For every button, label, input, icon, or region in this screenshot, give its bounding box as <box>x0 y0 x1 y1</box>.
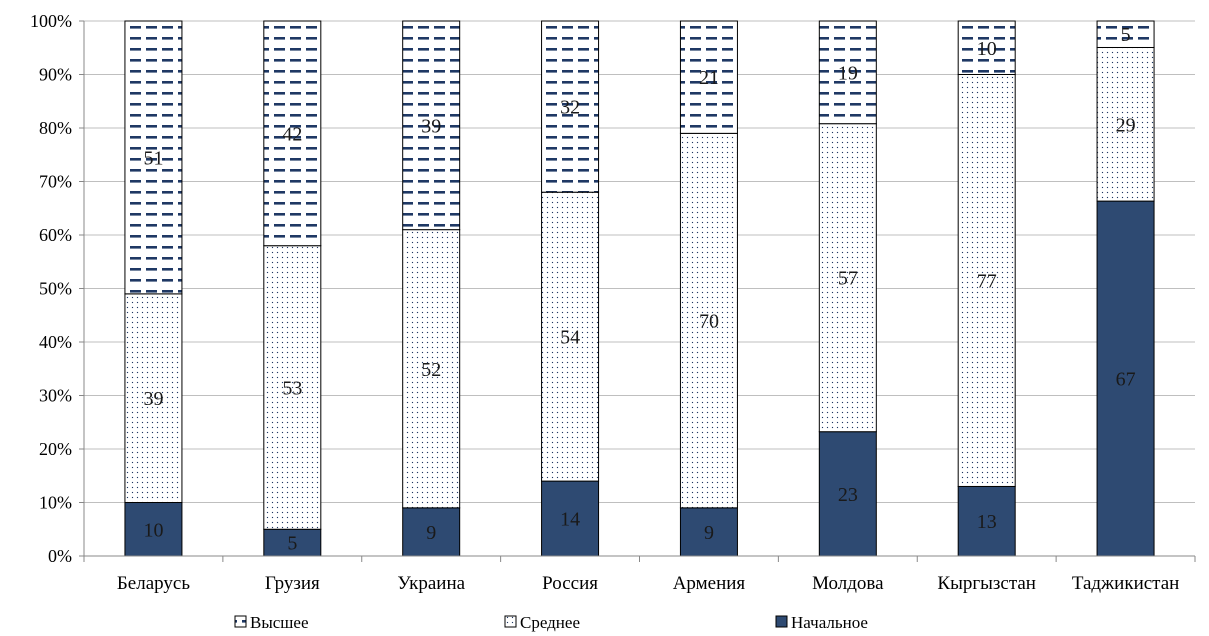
gridlines <box>84 20 1195 503</box>
x-tick-label: Россия <box>542 573 598 594</box>
data-label: 19 <box>838 62 858 84</box>
data-labels: 10 39 51 5 53 42 9 52 39 14 54 32 9 70 21 23 57 19 13 77 10 6… <box>143 24 1135 554</box>
x-tick-label: Беларусь <box>117 573 190 594</box>
data-label: 54 <box>560 327 580 349</box>
legend-item: Среднее <box>504 613 580 632</box>
data-label: 70 <box>699 311 719 333</box>
data-label: 23 <box>838 484 858 506</box>
legend-swatch <box>775 615 788 628</box>
legend-swatch <box>504 615 517 628</box>
y-tick-label: 20% <box>39 439 72 459</box>
legend-item: Начальное <box>775 613 868 632</box>
legend-swatch <box>234 615 247 628</box>
bar-segment-Высшее <box>124 20 183 295</box>
data-label: 52 <box>421 359 441 381</box>
bar-segment-Высшее <box>402 20 461 231</box>
bar-segment-Высшее <box>541 20 600 193</box>
bar-segment-Начальное <box>402 507 461 557</box>
data-label: 10 <box>143 519 163 541</box>
x-tick-label: Таджикистан <box>1072 573 1180 594</box>
bar-segment-Среднее <box>541 191 600 482</box>
legend-item: Высшее <box>234 613 309 632</box>
bar-segment-Среднее <box>1096 46 1155 202</box>
data-label: 39 <box>143 388 163 410</box>
x-axis-tick-labels: Беларусь Грузия Украина Россия Армения Молдов… <box>117 573 1179 594</box>
bar-segment-Высшее <box>957 20 1016 75</box>
bar-segment-Начальное <box>1096 200 1155 557</box>
data-label: 53 <box>282 377 302 399</box>
y-tick-label: 40% <box>39 332 72 352</box>
x-tick-label: Кыргызстан <box>937 573 1036 594</box>
data-label: 13 <box>977 511 997 533</box>
x-tick-label: Молдова <box>812 573 884 594</box>
data-label: 67 <box>1116 369 1136 391</box>
y-tick-label: 0% <box>48 546 72 566</box>
y-tick-label: 30% <box>39 386 72 406</box>
data-label: 77 <box>977 270 997 292</box>
data-label: 14 <box>560 509 580 531</box>
bar-segment-Среднее <box>957 74 1016 487</box>
data-label: 42 <box>282 123 302 145</box>
bar-segment-Высшее <box>263 20 322 247</box>
bar-segment-Начальное <box>679 507 738 557</box>
bar-segment-Начальное <box>818 431 877 557</box>
y-axis-tick-labels: 0% 10% 20% 30% 40% 50% 60% 70% 80% 90% 100% <box>30 11 72 566</box>
data-label: 29 <box>1116 114 1136 136</box>
legend-label: Высшее <box>250 613 309 632</box>
x-tick-label: Армения <box>673 573 746 594</box>
bar-segment-Начальное <box>263 528 322 557</box>
data-label: 5 <box>1121 24 1131 46</box>
y-tick-label: 70% <box>39 172 72 192</box>
bar-segment-Высшее <box>1096 20 1155 48</box>
x-tick-label: Грузия <box>265 573 320 594</box>
bar-segment-Среднее <box>263 245 322 530</box>
axes <box>79 20 1196 562</box>
data-label: 57 <box>838 268 858 290</box>
y-tick-label: 100% <box>30 11 72 31</box>
bars <box>124 20 1155 557</box>
y-tick-label: 50% <box>39 279 72 299</box>
y-tick-label: 60% <box>39 225 72 245</box>
bar-segment-Высшее <box>679 20 738 134</box>
bar-segment-Начальное <box>541 480 600 557</box>
bar-segment-Среднее <box>818 123 877 433</box>
data-label: 5 <box>287 533 297 555</box>
y-tick-label: 10% <box>39 493 72 513</box>
bar-segment-Среднее <box>124 293 183 503</box>
legend-label: Начальное <box>791 613 868 632</box>
legend: Высшее Среднее Начальное <box>234 613 868 632</box>
data-label: 21 <box>699 67 719 89</box>
data-label: 9 <box>704 522 714 544</box>
legend-label: Среднее <box>520 613 580 632</box>
data-label: 10 <box>977 38 997 60</box>
data-label: 9 <box>426 522 436 544</box>
data-label: 39 <box>421 115 441 137</box>
bar-segment-Среднее <box>402 229 461 509</box>
y-tick-label: 90% <box>39 65 72 85</box>
bar-segment-Высшее <box>818 20 877 125</box>
y-tick-label: 80% <box>39 118 72 138</box>
data-label: 51 <box>143 147 163 169</box>
data-label: 32 <box>560 97 580 119</box>
x-tick-label: Украина <box>397 573 465 594</box>
